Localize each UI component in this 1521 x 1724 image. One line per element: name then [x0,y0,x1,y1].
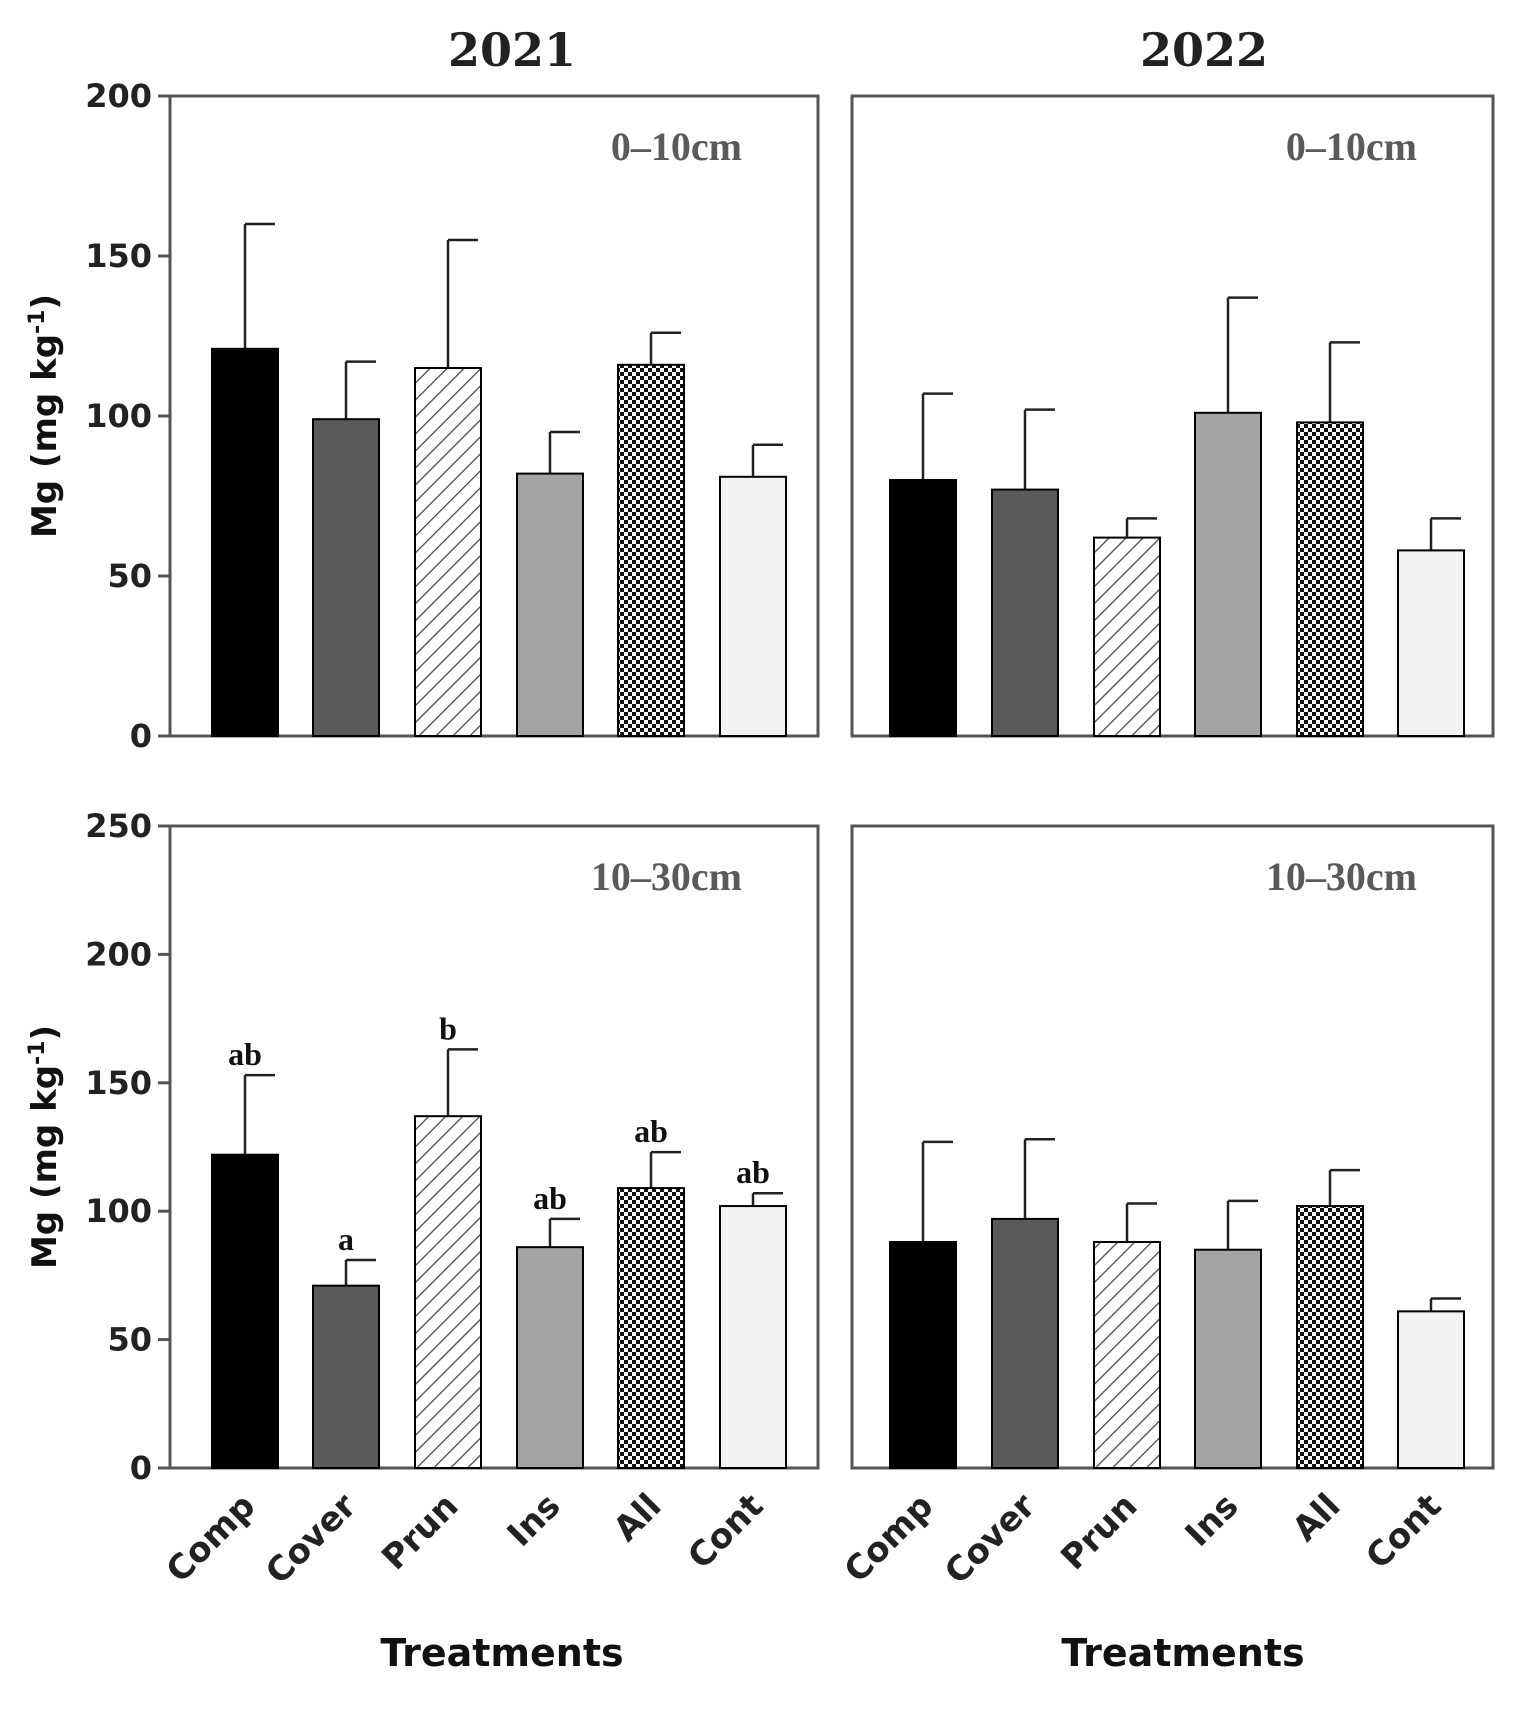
y-axis-label: Mg (mg kg-1) [25,294,65,538]
bar-comp [211,347,279,737]
y-tick-label: 250 [85,807,152,845]
significance-label: ab [736,1154,770,1190]
significance-label: ab [228,1036,262,1072]
x-axis-label-2021: Treatments [380,1631,623,1675]
x-tick-label-ins: Ins [1178,1486,1247,1555]
bar-comp [889,479,957,737]
bar-cover [991,1217,1059,1470]
panel-2022-0-10cm: 0–10cm [850,94,1495,738]
bar-cont [1397,1310,1465,1470]
bar-cover [991,488,1059,737]
x-tick-label-comp: Comp [159,1486,264,1591]
significance-label: a [338,1221,354,1257]
plot-frame [168,824,820,1470]
depth-label: 0–10cm [1286,124,1417,169]
depth-label: 10–30cm [1266,854,1417,899]
x-tick-label-comp: Comp [837,1486,942,1591]
x-axis-label-2022: Treatments [1061,1631,1304,1675]
y-axis-label: Mg (mg kg-1) [25,1025,65,1269]
x-tick-label-ins: Ins [500,1486,569,1555]
y-tick-label: 100 [85,1192,152,1230]
plot-frame [850,94,1495,738]
significance-label: ab [533,1180,567,1216]
y-tick-label: 50 [107,557,152,595]
x-tick-label-prun: Prun [1053,1486,1145,1578]
bar-ins [1194,1248,1262,1469]
bar-cover [312,418,380,737]
significance-label: b [439,1010,457,1046]
x-tick-label-all: All [606,1486,669,1549]
bar-prun [1093,536,1161,737]
column-title-2022: 2022 [1140,23,1268,77]
bar-prun [414,1115,482,1469]
significance-label: ab [634,1113,668,1149]
bar-cover [312,1284,380,1469]
x-tick-label-cont: Cont [1358,1486,1449,1577]
bar-ins [1194,411,1262,737]
y-tick-label: 150 [85,1064,152,1102]
y-tick-label: 200 [85,77,152,115]
bar-cont [719,475,787,737]
y-tick-label: 100 [85,397,152,435]
bar-comp [211,1153,279,1469]
y-tick-label: 150 [85,237,152,275]
x-tick-label-prun: Prun [374,1486,466,1578]
bar-prun [414,367,482,737]
bar-all [1296,421,1364,737]
x-tick-label-cover: Cover [258,1486,364,1592]
x-tick-label-cont: Cont [680,1486,771,1577]
bar-ins [516,472,584,737]
plot-frame [850,824,1495,1470]
bar-comp [889,1241,957,1469]
x-tick-label-all: All [1285,1486,1348,1549]
bar-ins [516,1246,584,1469]
y-tick-label: 200 [85,935,152,973]
y-tick-label: 0 [130,1449,152,1487]
depth-label: 0–10cm [611,124,742,169]
panel-2021-0-10cm: 0 50 100 150 200 Mg (mg kg-1) 0–10cm [25,77,820,755]
column-title-2021: 2021 [448,23,576,77]
bar-all [1296,1205,1364,1469]
bar-cont [719,1205,787,1469]
x-tick-label-cover: Cover [937,1486,1043,1592]
bar-cont [1397,549,1465,738]
y-tick-label: 50 [107,1321,152,1359]
bar-all [617,363,685,737]
bar-all [617,1187,685,1469]
depth-label: 10–30cm [591,854,742,899]
bar-prun [1093,1241,1161,1469]
y-tick-label: 0 [130,717,152,755]
